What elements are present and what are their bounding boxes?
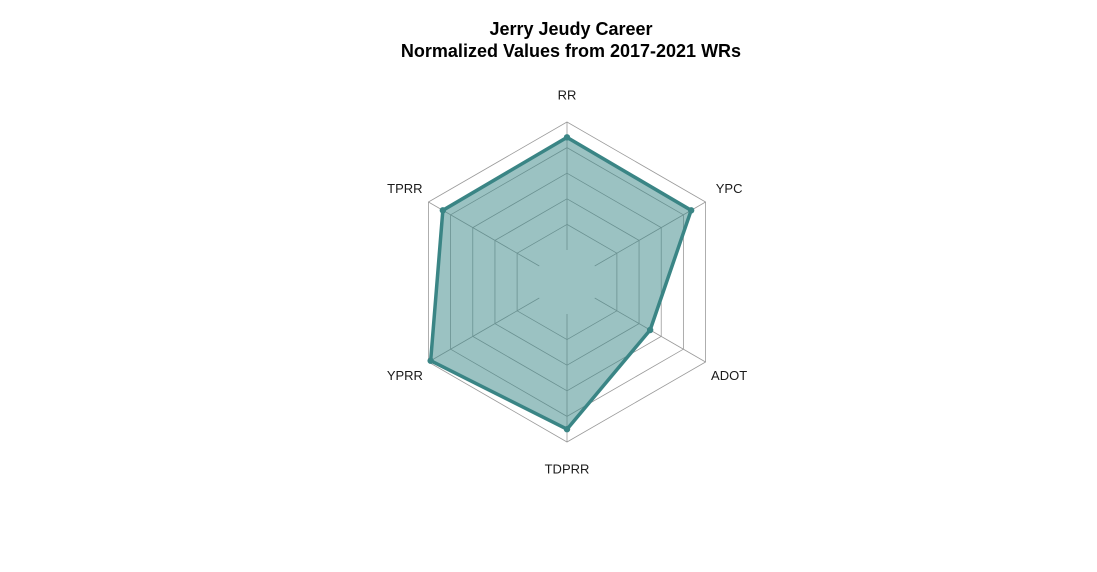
axis-label-ypc: YPC xyxy=(716,181,743,196)
data-point-tprr xyxy=(439,207,447,214)
data-point-ypc xyxy=(687,207,695,214)
data-point-yprr xyxy=(427,357,434,364)
radar-series xyxy=(427,134,695,433)
axis-label-adot: ADOT xyxy=(711,368,747,383)
axis-label-tdprr: TDPRR xyxy=(545,462,590,477)
axis-label-rr: RR xyxy=(558,87,577,102)
axis-label-yprr: YPRR xyxy=(387,368,423,383)
radar-axis-labels: RR YPC ADOT TDPRR YPRR TPRR xyxy=(387,87,747,476)
chart-title-line: Jerry Jeudy Career xyxy=(489,19,653,39)
axis-label-tprr: TPRR xyxy=(387,181,422,196)
data-point-tdprr xyxy=(563,426,571,433)
chart-title: Jerry Jeudy Career Normalized Values fro… xyxy=(0,18,1097,62)
chart-subtitle-line: Normalized Values from 2017-2021 WRs xyxy=(400,41,742,61)
data-point-adot xyxy=(646,326,654,334)
data-point-rr xyxy=(563,134,571,141)
